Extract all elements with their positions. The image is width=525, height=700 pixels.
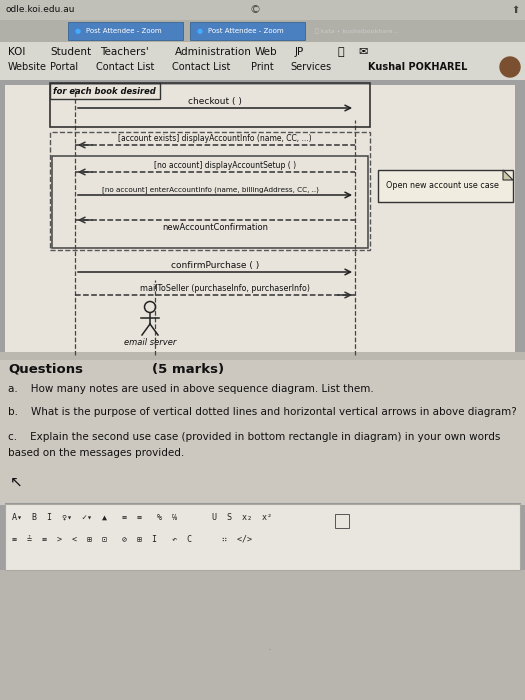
Text: odle.koi.edu.au: odle.koi.edu.au	[6, 6, 76, 15]
Text: ⬆: ⬆	[511, 5, 519, 15]
Text: [account exists] displayAccountInfo (name, CC, ...): [account exists] displayAccountInfo (nam…	[118, 134, 312, 143]
Text: (5 marks): (5 marks)	[152, 363, 224, 376]
Text: Print: Print	[251, 62, 274, 72]
Text: Kushal POKHAREL: Kushal POKHAREL	[368, 62, 467, 72]
Text: 🐦: 🐦	[338, 47, 344, 57]
Text: Open new account use case: Open new account use case	[386, 181, 499, 190]
FancyBboxPatch shape	[5, 85, 515, 355]
Text: [no account] displayAccountSetup ( ): [no account] displayAccountSetup ( )	[154, 161, 296, 170]
Text: ≡  ≟  ≡  >  <  ⊞  ⊡   ⊘  ⊞  I   ↶  C      ∷  </>: ≡ ≟ ≡ > < ⊞ ⊡ ⊘ ⊞ I ↶ C ∷ </>	[12, 535, 252, 544]
FancyBboxPatch shape	[0, 42, 525, 80]
Text: a.    How many notes are used in above sequence diagram. List them.: a. How many notes are used in above sequ…	[8, 384, 374, 394]
Text: A▾  B  I  ♀▾  ✓▾  ▲   ≡  ≡   %  ℅       U  S  x₂  x²: A▾ B I ♀▾ ✓▾ ▲ ≡ ≡ % ℅ U S x₂ x²	[12, 512, 272, 521]
FancyBboxPatch shape	[5, 504, 520, 570]
Bar	[378, 170, 513, 202]
Bar	[52, 156, 368, 248]
FancyBboxPatch shape	[0, 0, 525, 20]
Text: Contact List: Contact List	[96, 62, 154, 72]
Polygon shape	[503, 170, 513, 180]
Text: Administration: Administration	[175, 47, 252, 57]
Text: ©: ©	[249, 5, 260, 15]
Text: KOI: KOI	[8, 47, 25, 57]
Text: Questions: Questions	[8, 363, 83, 376]
Text: newAccountConfirmation: newAccountConfirmation	[162, 223, 268, 232]
Text: Post Attendee - Zoom: Post Attendee - Zoom	[86, 28, 162, 34]
Text: Services: Services	[290, 62, 331, 72]
Text: Student: Student	[50, 47, 91, 57]
Text: email server: email server	[124, 338, 176, 347]
Text: Teachers': Teachers'	[100, 47, 149, 57]
Text: Post Attendee - Zoom: Post Attendee - Zoom	[208, 28, 284, 34]
FancyBboxPatch shape	[0, 357, 525, 505]
Text: based on the messages provided.: based on the messages provided.	[8, 448, 184, 458]
Text: confirmPurchase ( ): confirmPurchase ( )	[171, 261, 259, 270]
Text: Web: Web	[255, 47, 278, 57]
Text: checkout ( ): checkout ( )	[188, 97, 242, 106]
Text: ●: ●	[75, 28, 81, 34]
Text: 🔥 kata • kushalbookhare...: 🔥 kata • kushalbookhare...	[315, 28, 398, 34]
FancyBboxPatch shape	[0, 20, 525, 42]
Text: Website: Website	[8, 62, 47, 72]
Bar	[50, 132, 370, 250]
Text: [no account] enterAccountInfo (name, billingAddress, CC, ..): [no account] enterAccountInfo (name, bil…	[101, 186, 319, 193]
Text: ●: ●	[197, 28, 203, 34]
Text: c.    Explain the second use case (provided in bottom rectangle in diagram) in y: c. Explain the second use case (provided…	[8, 432, 500, 442]
FancyBboxPatch shape	[190, 22, 305, 40]
Text: ✉: ✉	[358, 47, 367, 57]
FancyBboxPatch shape	[0, 352, 525, 360]
Bar	[50, 83, 370, 127]
FancyBboxPatch shape	[0, 570, 525, 700]
Text: for each book desired: for each book desired	[53, 87, 156, 95]
Circle shape	[500, 57, 520, 77]
Text: Contact List: Contact List	[172, 62, 230, 72]
Text: Portal: Portal	[50, 62, 78, 72]
Text: mailToSeller (purchaseInfo, purchaserInfo): mailToSeller (purchaseInfo, purchaserInf…	[140, 284, 310, 293]
Text: ↖: ↖	[10, 475, 23, 490]
Bar	[50, 83, 160, 99]
FancyBboxPatch shape	[68, 22, 183, 40]
Text: b.    What is the purpose of vertical dotted lines and horizontal vertical arrow: b. What is the purpose of vertical dotte…	[8, 407, 517, 417]
Text: ·: ·	[268, 645, 272, 655]
Text: JP: JP	[295, 47, 304, 57]
